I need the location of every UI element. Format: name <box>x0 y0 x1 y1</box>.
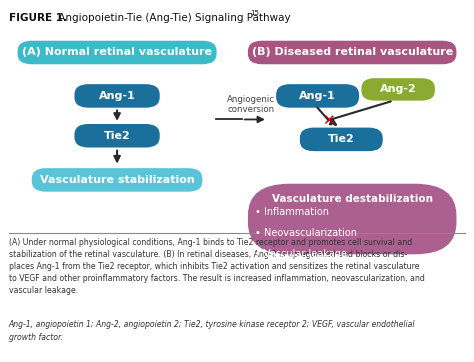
FancyBboxPatch shape <box>32 168 202 192</box>
FancyBboxPatch shape <box>18 41 217 64</box>
Text: ✕: ✕ <box>322 113 335 128</box>
Text: Tie2: Tie2 <box>104 131 130 141</box>
Text: Vasculature stabilization: Vasculature stabilization <box>40 175 194 185</box>
FancyBboxPatch shape <box>74 84 160 108</box>
Text: • Vascular leakage: • Vascular leakage <box>255 249 347 259</box>
Text: (A) Under normal physiological conditions, Ang-1 binds to Tie2 receptor and prom: (A) Under normal physiological condition… <box>9 238 424 295</box>
Text: Ang-1: Ang-1 <box>99 91 136 101</box>
Text: FIGURE 1.: FIGURE 1. <box>9 13 66 23</box>
Text: 15: 15 <box>250 10 259 16</box>
Text: Tie2: Tie2 <box>328 134 355 144</box>
FancyBboxPatch shape <box>276 84 359 108</box>
Text: (B) Diseased retinal vasculature: (B) Diseased retinal vasculature <box>252 47 453 58</box>
Text: Ang-2: Ang-2 <box>380 84 417 94</box>
Text: Angiopoietin-Tie (Ang-Tie) Signaling Pathway: Angiopoietin-Tie (Ang-Tie) Signaling Pat… <box>55 13 291 23</box>
Text: • Inflammation: • Inflammation <box>255 207 329 217</box>
Text: (A) Normal retinal vasculature: (A) Normal retinal vasculature <box>22 47 212 58</box>
FancyBboxPatch shape <box>248 41 456 64</box>
FancyBboxPatch shape <box>361 78 435 101</box>
Text: Ang-1: Ang-1 <box>299 91 336 101</box>
Text: • Neovascularization: • Neovascularization <box>255 228 357 238</box>
FancyBboxPatch shape <box>74 124 160 148</box>
Text: Vasculature destabilization: Vasculature destabilization <box>272 194 433 204</box>
Text: Ang-1, angiopoietin 1; Ang-2, angiopoietin 2; Tie2, tyrosine kinase receptor 2; : Ang-1, angiopoietin 1; Ang-2, angiopoiet… <box>9 320 415 341</box>
FancyBboxPatch shape <box>300 128 383 151</box>
Text: Angiogenic
conversion: Angiogenic conversion <box>227 94 275 114</box>
FancyBboxPatch shape <box>248 184 456 254</box>
